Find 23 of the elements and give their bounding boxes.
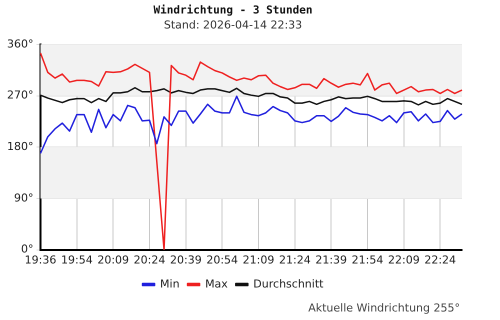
legend-label: Durchschnitt (253, 277, 324, 290)
y-tick-label: 360° (6, 37, 34, 50)
x-tick-label: 20:24 (134, 253, 166, 266)
x-tick-label: 21:39 (315, 253, 348, 266)
y-tick-label: 270° (6, 88, 34, 102)
text: Aktuelle Windrichtung 255° (308, 301, 460, 314)
legend-label: Max (205, 277, 228, 290)
x-tick-label: 19:54 (60, 253, 93, 266)
y-tick-label: 90° (14, 191, 34, 204)
y-tick-label: 180° (6, 140, 34, 153)
x-tick-label: 20:54 (206, 253, 238, 266)
chart-subtitle: Stand: 2026-04-14 22:33 (164, 18, 302, 32)
chart-title: Windrichtung - 3 Stunden (154, 3, 312, 16)
x-tick-label: 21:09 (242, 253, 274, 266)
x-tick-label: 20:39 (170, 253, 202, 266)
x-tick-label: 22:09 (388, 253, 420, 266)
x-tick-label: 21:54 (352, 253, 384, 266)
x-tick-label: 21:24 (279, 253, 311, 266)
x-tick-label: 20:09 (97, 253, 130, 266)
x-tick-label: 22:24 (424, 253, 456, 266)
x-tick-label: 19:36 (24, 253, 56, 266)
legend-label: Min (160, 277, 180, 290)
y-tick-label: 0° (20, 242, 34, 256)
